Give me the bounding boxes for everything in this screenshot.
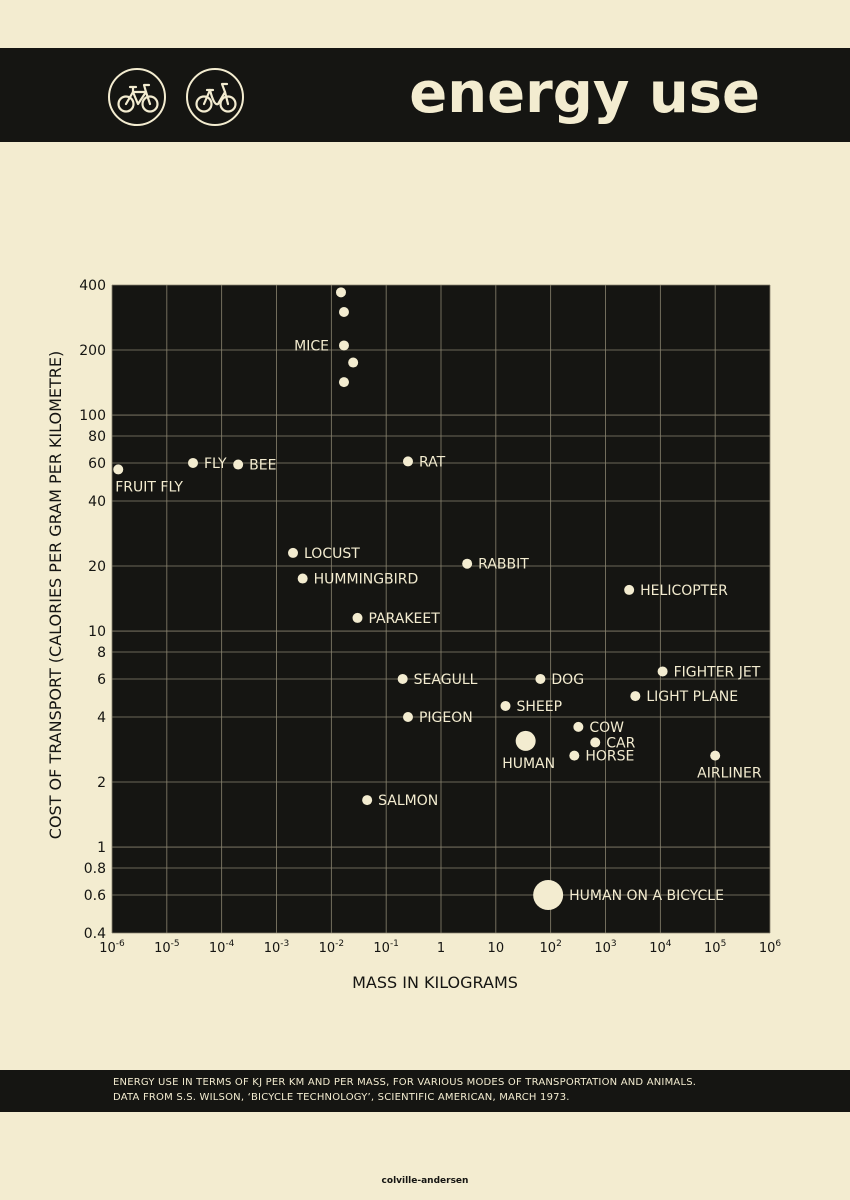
x-tick-label: 106 [759,939,782,956]
x-tick-label: 10-6 [99,939,125,956]
credit: colville-andersen [381,1176,469,1186]
data-point [573,721,584,732]
x-tick-label: 10-4 [209,939,235,956]
x-axis-ticks: 10-6 10-5 10-4 10-3 10-2 10-1 1 10 102 103 104 105 1… [99,939,781,956]
y-tick-label: 1 [97,840,106,856]
x-tick-label: 10 [488,941,505,956]
data-point [338,377,349,388]
y-tick-label: 60 [88,456,106,472]
data-label: FLY [204,456,227,472]
data-point [402,456,413,467]
y-tick-label: 200 [79,343,106,359]
data-label: HUMMINGBIRD [314,572,419,588]
header-bar: energy use [0,48,850,142]
data-label: SEAGULL [414,672,478,688]
x-tick-label: 104 [649,939,672,956]
data-point [590,737,601,748]
x-tick-label: 1 [437,941,445,956]
data-label: MICE [294,338,329,354]
y-tick-label: 2 [97,775,106,791]
y-tick-label: 80 [88,429,106,445]
data-point [233,459,244,470]
data-label: HUMAN [502,756,555,772]
data-point [297,573,308,584]
data-point [500,700,511,711]
y-tick-label: 100 [79,408,106,424]
data-label: LIGHT PLANE [646,689,738,705]
y-tick-label: 40 [88,494,106,510]
footer-caption-line-1: ENERGY USE IN TERMS OF KJ PER KM AND PER… [113,1077,697,1088]
data-point [338,340,349,351]
data-label: HORSE [585,749,634,765]
y-tick-label: 4 [97,710,106,726]
data-point [402,712,413,722]
y-tick-label: 20 [88,559,106,575]
bicycle-icon [108,68,166,126]
data-point [397,673,408,684]
footer-caption-line-2: DATA FROM S.S. WILSON, ‘BICYCLE TECHNOLO… [113,1092,570,1103]
y-tick-label: 400 [79,278,106,294]
data-label: PIGEON [419,710,473,726]
data-point [533,879,564,910]
data-label: FIGHTER JET [674,664,761,680]
x-tick-label: 10-2 [319,939,345,956]
x-tick-label: 10-5 [154,939,180,956]
x-tick-label: 10-1 [373,939,399,956]
data-label: HELICOPTER [640,583,728,599]
y-axis-ticks: 0.4 0.6 0.8 1 2 4 6 8 10 20 40 60 80 100 200 400 [79,278,106,942]
data-label: PARAKEET [368,611,440,627]
data-point [338,306,349,317]
step-through-bicycle-icon [186,68,244,126]
data-label: COW [589,720,624,736]
x-axis-label: MASS IN KILOGRAMS [352,973,518,992]
data-point [187,457,198,468]
data-point [515,730,536,751]
y-tick-label: 0.8 [84,861,106,877]
data-point [352,612,363,623]
data-label: CAR [606,735,635,751]
x-tick-label: 103 [594,939,616,956]
data-point [630,691,641,702]
data-points: FRUIT FLY FLY BEE MICE RAT LOCUST HUMMINGBIRD R… [113,287,762,910]
x-tick-label: 10-3 [264,939,290,956]
data-label: FRUIT FLY [115,479,183,495]
data-label: RAT [419,454,446,470]
data-label: AIRLINER [697,766,762,782]
data-point [462,558,473,569]
data-point [288,547,299,558]
data-label: SALMON [378,793,438,809]
x-tick-label: 105 [704,939,726,956]
data-label: SHEEP [516,699,562,715]
data-point [362,795,373,806]
y-axis-label: COST OF TRANSPORT (CALORIES PER GRAM PER… [46,351,65,839]
data-label: HUMAN ON A BICYCLE [569,888,724,904]
data-point [535,673,546,684]
data-label: RABBIT [478,557,529,573]
y-tick-label: 6 [97,672,106,688]
footer-bar: ENERGY USE IN TERMS OF KJ PER KM AND PER… [0,1070,850,1112]
data-point [348,357,359,368]
y-tick-label: 0.4 [84,926,106,942]
page-title: energy use [409,61,760,126]
data-point [335,287,346,298]
data-point [710,750,721,761]
scatter-chart: 10-6 10-5 10-4 10-3 10-2 10-1 1 10 102 103 104 105 1… [46,278,781,992]
y-tick-label: 0.6 [84,888,106,904]
data-point [113,464,124,475]
data-point [657,666,668,677]
y-tick-label: 10 [88,624,106,640]
data-label: DOG [551,672,584,688]
x-tick-label: 102 [540,939,562,956]
gridlines [111,284,771,934]
data-label: LOCUST [304,546,360,562]
data-point [624,584,635,595]
y-tick-label: 8 [97,645,106,661]
data-label: BEE [249,458,276,474]
data-point [569,750,580,761]
